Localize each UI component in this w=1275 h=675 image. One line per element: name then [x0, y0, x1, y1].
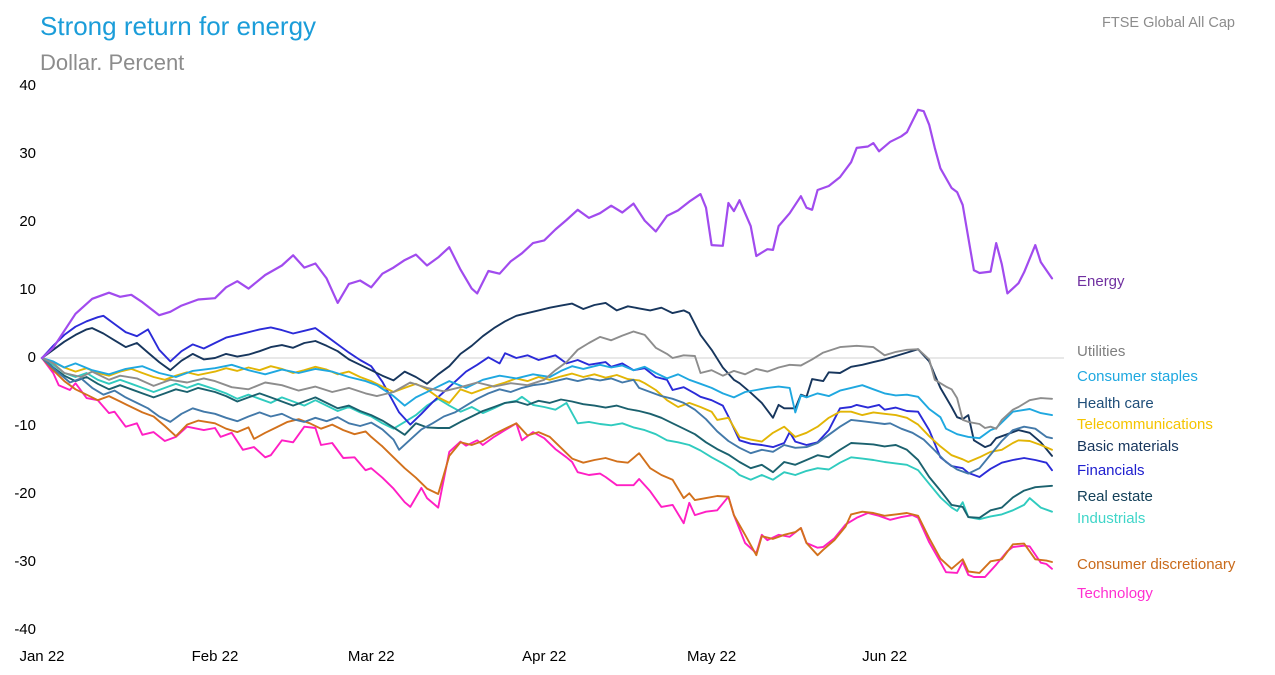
x-tick-label: May 22	[687, 648, 737, 665]
y-tick-label: 20	[19, 213, 36, 230]
legend-label-telecommunications: Telecommunications	[1077, 416, 1213, 433]
x-tick-label: Jan 22	[19, 648, 65, 665]
x-tick-label: Apr 22	[522, 648, 567, 665]
y-tick-label: -40	[14, 621, 36, 638]
series-line-consumer-staples	[41, 357, 1053, 440]
series-line-utilities	[41, 330, 1053, 430]
chart-title: Strong return for energy	[40, 11, 317, 41]
x-tick-label: Jun 22	[862, 648, 908, 665]
legend-label-technology: Technology	[1077, 585, 1153, 602]
y-tick-label: 30	[19, 145, 36, 162]
series-line-basic-materials	[41, 301, 1053, 457]
legend-label-industrials: Industrials	[1077, 510, 1146, 527]
y-tick-label: 10	[19, 281, 36, 298]
series-line-technology	[41, 357, 1053, 578]
series-lines-group	[40, 108, 1054, 578]
y-tick-label: 40	[19, 77, 36, 94]
y-tick-label: -20	[14, 485, 36, 502]
x-tick-label: Feb 22	[191, 648, 239, 665]
legend-label-basic-materials: Basic materials	[1077, 438, 1179, 455]
legend-label-health-care: Health care	[1077, 395, 1154, 412]
series-line-health-care	[41, 357, 1053, 475]
source-note: FTSE Global All Cap	[1102, 15, 1235, 31]
y-tick-label: -30	[14, 553, 36, 570]
legend-label-consumer-discretionary: Consumer discretionary	[1077, 556, 1236, 573]
series-line-financials	[41, 314, 1053, 478]
legend-label-utilities: Utilities	[1077, 343, 1126, 360]
series-line-industrials	[41, 357, 1053, 521]
y-tick-label: -10	[14, 417, 36, 434]
series-line-consumer-discretionary	[41, 357, 1053, 574]
legend-label-energy: Energy	[1077, 273, 1125, 290]
x-tick-label: Mar 22	[347, 648, 395, 665]
series-line-real-estate	[41, 357, 1053, 519]
series-line-telecommunications	[41, 357, 1053, 463]
legend-label-real-estate: Real estate	[1077, 488, 1153, 505]
legend-label-consumer-staples: Consumer staples	[1077, 368, 1198, 385]
y-tick-label: 0	[27, 349, 36, 366]
legend-label-financials: Financials	[1077, 462, 1145, 479]
chart-subtitle: Dollar. Percent	[40, 50, 185, 75]
series-line-energy	[40, 108, 1054, 360]
